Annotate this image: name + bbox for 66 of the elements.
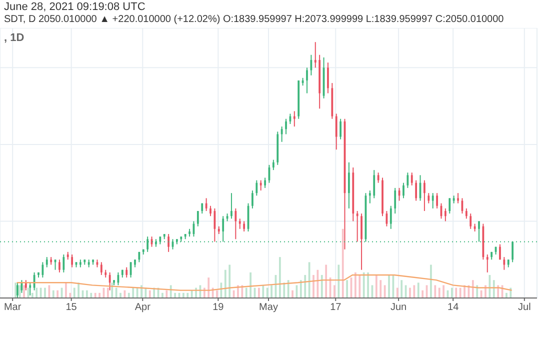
candlestick <box>465 208 468 220</box>
x-tick-label: 17 <box>330 302 342 314</box>
candlestick <box>126 266 128 278</box>
candlestick <box>264 177 266 188</box>
x-tick-label: Jun <box>390 302 407 314</box>
candlestick <box>293 110 296 128</box>
candlestick <box>470 213 472 230</box>
candlestick <box>280 126 283 142</box>
x-tick-label: Jul <box>518 302 531 314</box>
text: June 28, 2021 09:19:08 UTC <box>4 1 146 13</box>
candlestick <box>310 54 312 76</box>
candlestick <box>243 220 246 232</box>
x-tick-label: May <box>259 302 278 314</box>
candlestick <box>390 205 392 230</box>
candlestick <box>436 192 438 209</box>
candlestick <box>256 180 258 196</box>
x-tick-label: 14 <box>448 302 460 314</box>
candlestick <box>327 62 329 94</box>
candlestick <box>108 272 111 291</box>
candlestick <box>410 172 413 186</box>
candlestick <box>58 259 60 273</box>
candlestick <box>238 218 241 230</box>
candlestick <box>306 67 308 94</box>
candlestick <box>168 234 170 252</box>
candlestick <box>394 187 396 214</box>
candlestick <box>457 192 459 204</box>
candlestick <box>230 192 232 220</box>
candlestick <box>448 198 451 214</box>
candlestick <box>100 262 102 276</box>
candlestick <box>42 262 44 278</box>
x-tick-label: Apr <box>134 302 152 314</box>
candlestick <box>360 213 362 270</box>
candlestick <box>356 210 358 242</box>
x-tick-label: 15 <box>66 302 78 314</box>
candlestick <box>196 210 199 227</box>
candlestick <box>260 180 262 192</box>
candlestick <box>432 192 434 209</box>
candlestick <box>503 256 506 270</box>
candlestick <box>373 170 376 199</box>
candlestick <box>486 254 488 273</box>
candlestick <box>444 208 446 222</box>
candlestick <box>234 208 237 240</box>
candlestick <box>377 172 380 184</box>
candlestick <box>402 182 404 199</box>
candlestick <box>406 172 409 188</box>
x-tick-label: Mar <box>4 302 22 314</box>
candlestick <box>499 244 501 260</box>
candlestick <box>252 190 254 209</box>
candlestick <box>285 118 287 135</box>
candlestick <box>62 254 65 273</box>
candlestick <box>24 280 27 291</box>
x-tick-label: 19 <box>212 302 224 314</box>
candlestick <box>368 190 371 204</box>
candlestick <box>424 180 426 212</box>
candlestick <box>46 256 48 268</box>
candlestick <box>71 254 73 268</box>
candlestick <box>340 118 342 140</box>
candlestick <box>428 192 430 204</box>
candlestick <box>210 205 212 217</box>
candlestick <box>335 113 338 150</box>
annotation: , 1D <box>4 32 24 44</box>
candlestick <box>348 162 350 209</box>
chart-title: SDT, D 2050.010000 ▲ +220.010000 (+12.02%) O:1839.959997 H:2073.999999 L:1839.959997 C:2050.010000 <box>4 14 504 25</box>
candlestick <box>415 180 418 202</box>
candlestick <box>314 42 316 68</box>
candlestick <box>272 159 274 171</box>
